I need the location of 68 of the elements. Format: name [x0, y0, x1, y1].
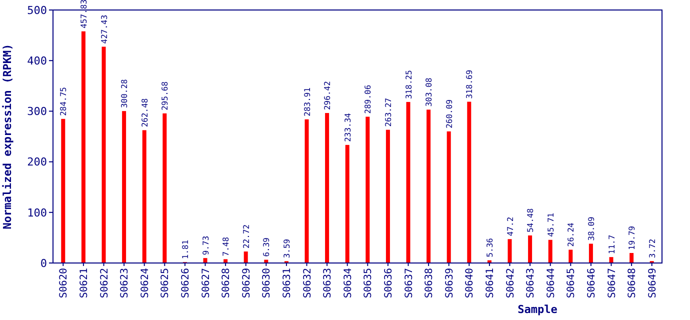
- data-label: 54.48: [526, 208, 536, 232]
- data-label: 6.39: [262, 237, 272, 257]
- data-label: 22.72: [242, 224, 251, 249]
- x-tick-label: S0626: [180, 268, 192, 298]
- x-tick-label: S0622: [99, 268, 110, 298]
- x-tick-label: S0644: [546, 268, 557, 298]
- data-label: 9.73: [201, 236, 210, 256]
- y-tick-label: 0: [40, 256, 47, 270]
- y-tick-label: 100: [27, 206, 47, 220]
- x-tick-label: S0642: [505, 268, 516, 298]
- data-label: 3.59: [282, 238, 292, 258]
- x-tick-label: S0634: [342, 268, 354, 298]
- data-label: 289.06: [364, 84, 373, 114]
- x-axis-title: Sample: [518, 303, 558, 316]
- x-tick-label: S0623: [120, 268, 131, 298]
- data-label: 263.27: [384, 98, 393, 127]
- data-label: 47.2: [506, 216, 515, 236]
- x-tick-label: S0646: [586, 268, 598, 298]
- data-label: 318.25: [404, 70, 414, 99]
- x-tick-label: S0649: [647, 268, 658, 298]
- y-tick-label: 200: [27, 156, 47, 169]
- y-tick-label: 300: [27, 105, 47, 118]
- x-tick-label: S0637: [404, 268, 415, 298]
- x-tick-label: S0627: [200, 268, 212, 298]
- data-label: 427.43: [100, 14, 109, 44]
- data-label: 457.83: [79, 0, 88, 28]
- x-tick-label: S0639: [444, 268, 456, 298]
- data-label: 300.28: [120, 78, 130, 108]
- x-tick-label: S0638: [424, 268, 436, 298]
- x-tick-label: S0641: [484, 268, 496, 298]
- x-tick-label: S0625: [160, 268, 172, 298]
- x-tick-label: S0624: [140, 268, 151, 298]
- x-tick-label: S0640: [464, 268, 476, 298]
- x-tick-label: S0632: [302, 268, 314, 298]
- x-tick-label: S0647: [606, 268, 618, 298]
- data-label: 318.69: [465, 70, 474, 99]
- data-label: 295.68: [160, 81, 170, 110]
- data-label: 19.79: [628, 226, 637, 250]
- x-tick-label: S0643: [526, 268, 537, 298]
- data-label: 296.42: [323, 80, 332, 110]
- x-tick-label: S0628: [221, 268, 232, 298]
- data-label: 7.48: [222, 236, 231, 256]
- x-tick-label: S0645: [566, 268, 578, 298]
- data-label: 303.08: [424, 78, 434, 107]
- y-axis-title: Normalized expression (RPKM): [1, 44, 14, 230]
- data-label: 284.75: [59, 86, 68, 116]
- data-label: 38.09: [586, 216, 596, 241]
- data-label: 26.24: [566, 222, 576, 247]
- x-tick-label: S0620: [58, 268, 70, 298]
- data-label: 233.34: [343, 112, 352, 142]
- x-tick-label: S0629: [241, 268, 252, 298]
- data-label: 262.48: [140, 98, 150, 128]
- x-tick-label: S0635: [363, 268, 374, 298]
- data-label: 45.71: [546, 212, 556, 237]
- x-tick-label: S0633: [322, 268, 334, 298]
- data-label: 5.36: [485, 238, 494, 258]
- data-label: 1.81: [180, 240, 190, 260]
- y-tick-label: 400: [27, 54, 47, 68]
- x-tick-label: S0636: [383, 268, 394, 298]
- data-label: 3.72: [648, 238, 657, 258]
- data-label: 11.7: [607, 234, 616, 254]
- x-tick-label: S0621: [78, 268, 90, 298]
- x-tick-label: S0648: [627, 268, 638, 298]
- data-label: 260.09: [444, 99, 454, 128]
- x-tick-label: S0630: [262, 268, 273, 298]
- y-tick-label: 500: [27, 4, 47, 17]
- x-tick-label: S0631: [282, 268, 293, 298]
- data-label: 283.91: [302, 87, 312, 116]
